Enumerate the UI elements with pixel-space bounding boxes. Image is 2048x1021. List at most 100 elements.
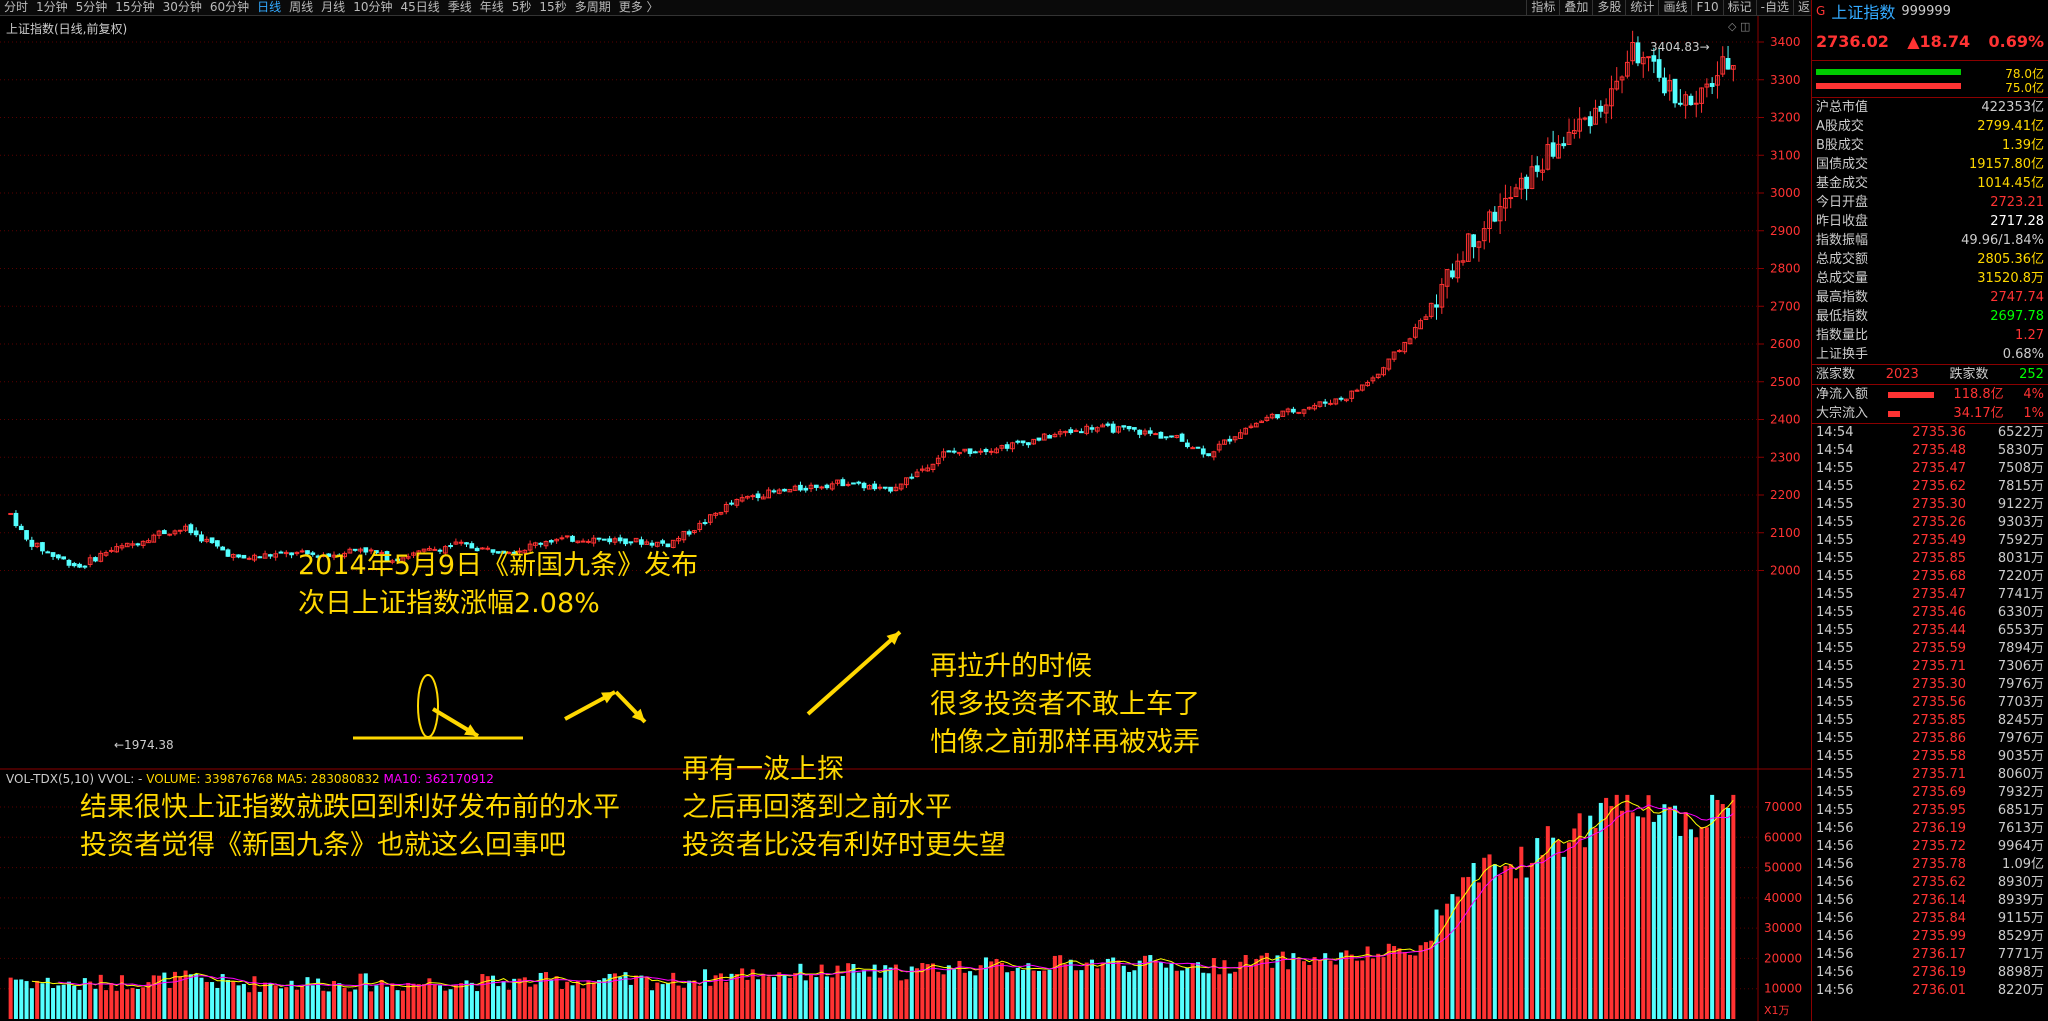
volume-bar [549, 979, 554, 1019]
candle-body [1365, 381, 1370, 387]
period-tab[interactable]: 分时 [4, 0, 29, 14]
volume-bar [40, 983, 45, 1019]
candle-body [1434, 304, 1439, 308]
quote-header: G 上证指数 999999 [1812, 0, 2048, 22]
volume-bar [88, 981, 93, 1019]
candle-body [1593, 107, 1598, 125]
candle-body [1418, 320, 1423, 330]
volume-bar [1312, 957, 1317, 1019]
block-pct: 1% [2023, 406, 2044, 421]
tick-price: 2735.85 [1912, 713, 1966, 728]
candle-body [1190, 447, 1196, 450]
period-tab[interactable]: 月线 [321, 0, 346, 14]
tick-time: 14:55 [1816, 623, 1854, 638]
candle-body [1693, 102, 1699, 105]
candle-body [866, 484, 872, 490]
tick-price: 2735.49 [1912, 533, 1966, 548]
period-tab[interactable]: 45日线 [400, 0, 440, 14]
volume-bar [1174, 970, 1179, 1019]
tick-price: 2735.30 [1912, 497, 1966, 512]
volume-bar [697, 985, 702, 1019]
volume-bar [1169, 962, 1174, 1019]
volume-bar [1514, 878, 1519, 1019]
volume-bar [1195, 962, 1201, 1019]
volume-bar [819, 964, 824, 1019]
volume-bar [496, 986, 501, 1019]
more-periods-button[interactable]: 更多 〉 [618, 0, 659, 14]
draw-button[interactable]: 画线 [1658, 0, 1691, 15]
tick-row: 14:55 2735.46 6330万 [1812, 604, 2048, 622]
period-tab[interactable]: 5秒 [511, 0, 532, 14]
inflow-pct: 4% [2023, 387, 2044, 402]
period-tab[interactable]: 60分钟 [209, 0, 250, 14]
volume-bar [337, 983, 342, 1019]
stat-label: 指数量比 [1816, 328, 1869, 343]
candle-body [1116, 426, 1121, 433]
period-tab-daily[interactable]: 日线 [257, 0, 282, 14]
tick-price: 2736.17 [1912, 947, 1966, 962]
volume-bar [1561, 856, 1566, 1019]
period-tab[interactable]: 5分钟 [75, 0, 108, 14]
f10-button[interactable]: F10 [1691, 0, 1722, 15]
candle-body [543, 541, 549, 547]
candle-body [1238, 432, 1243, 440]
candle-body [1248, 425, 1254, 429]
volume-bar [745, 979, 750, 1019]
kline-chart[interactable]: 3400 3300 3200 3100 3000 2900 2800 2700 2600 2500… [0, 16, 1811, 1021]
stat-label: A股成交 [1816, 119, 1864, 134]
tick-volume: 7613万 [1997, 821, 2044, 836]
tick-price: 2735.69 [1912, 785, 1966, 800]
candle-body [501, 550, 506, 554]
annotation-line: 投资者比没有利好时更失望 [682, 830, 1006, 861]
candle-body [405, 556, 411, 559]
period-tab[interactable]: 多周期 [574, 0, 611, 14]
candle-body [681, 530, 687, 541]
volume-bar [1323, 953, 1328, 1019]
candle-body [978, 450, 984, 453]
tick-row: 14:55 2735.49 7592万 [1812, 532, 2048, 550]
candle-body [384, 551, 390, 562]
volume-bar [289, 980, 294, 1019]
period-tab[interactable]: 季线 [447, 0, 472, 14]
y-tick-label: 2600 [1770, 337, 1801, 351]
period-tab[interactable]: 15分钟 [115, 0, 155, 14]
annotation-line: 2014年5月9日《新国九条》发布 [298, 550, 699, 581]
indicator-button[interactable]: 指标 [1526, 0, 1559, 15]
volume-bar [512, 978, 517, 1019]
stats-button[interactable]: 统计 [1625, 0, 1658, 15]
period-tab[interactable]: 周线 [289, 0, 314, 14]
mark-button[interactable]: 标记 [1722, 0, 1756, 15]
stat-row: 今日开盘 2723.21 [1812, 193, 2048, 212]
period-tab[interactable]: 15秒 [539, 0, 567, 14]
price-change-pct: 0.69% [1988, 31, 2044, 51]
tick-price: 2735.48 [1912, 443, 1966, 458]
volume-bar [1572, 828, 1577, 1019]
candle-body [1142, 430, 1148, 435]
volume-bar [1010, 971, 1015, 1019]
watchlist-button[interactable]: -自选 [1755, 0, 1793, 15]
candle-body [1163, 436, 1169, 439]
candle-body [278, 551, 284, 554]
period-tab[interactable]: 30分钟 [162, 0, 202, 14]
volume-bar [1678, 835, 1683, 1019]
period-tab[interactable]: 10分钟 [353, 0, 393, 14]
arrow-drop-1-head [464, 724, 478, 736]
candle-body [554, 538, 559, 542]
volume-bar [379, 979, 384, 1019]
candle-body [225, 549, 231, 557]
multi-stock-button[interactable]: 多股 [1592, 0, 1625, 15]
stat-label: 昨日收盘 [1816, 214, 1869, 229]
volume-bar [1286, 969, 1291, 1019]
candle-body [289, 552, 294, 556]
overlay-button[interactable]: 叠加 [1559, 0, 1592, 15]
volume-bar [703, 969, 708, 1019]
candle-body [591, 537, 597, 544]
period-tab[interactable]: 年线 [479, 0, 504, 14]
tick-row: 14:55 2735.30 7976万 [1812, 676, 2048, 694]
y-tick-label: 2500 [1770, 375, 1801, 389]
candle-body [305, 550, 310, 555]
candle-body [1635, 42, 1641, 64]
candle-body [1063, 430, 1068, 434]
period-tab[interactable]: 1分钟 [36, 0, 68, 14]
tick-list[interactable]: 14:54 2735.36 6522万 14:54 2735.48 5830万 14:55 2… [1812, 424, 2048, 1000]
